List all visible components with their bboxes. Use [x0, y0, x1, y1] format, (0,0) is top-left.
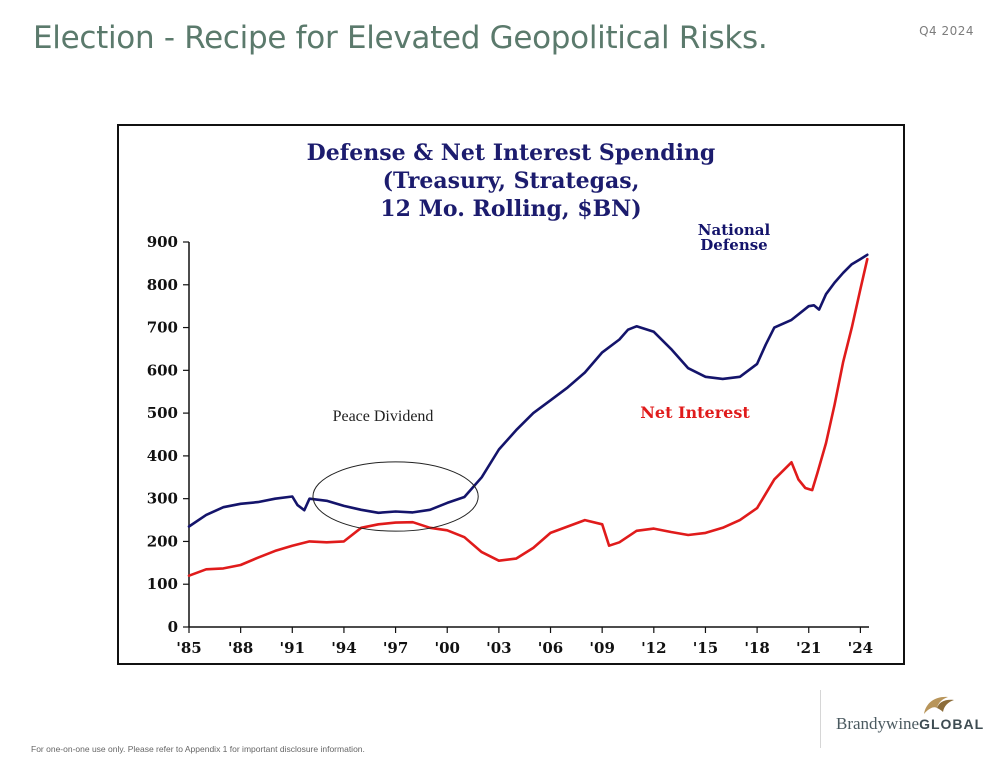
peace-dividend-ellipse [312, 461, 479, 532]
y-tick-label: 500 [147, 404, 178, 422]
x-tick-label: '09 [589, 639, 614, 657]
x-tick-label: '06 [538, 639, 563, 657]
x-tick-label: '18 [744, 639, 769, 657]
quarter-label: Q4 2024 [919, 24, 974, 38]
y-tick-label: 0 [168, 618, 178, 636]
legend-net-interest: Net Interest [640, 403, 750, 422]
x-tick-label: '88 [228, 639, 253, 657]
chart-title-line-1: Defense & Net Interest Spending [307, 140, 716, 166]
y-tick-label: 800 [147, 276, 178, 294]
chart-axes: 0 100 200 300 400 500 600 700 800 900 '85 '88 '91 '94… [147, 233, 873, 657]
chart-title: Defense & Net Interest Spending (Treasur… [307, 140, 716, 222]
chart-container: Defense & Net Interest Spending (Treasur… [117, 124, 905, 665]
x-tick-label: '03 [486, 639, 511, 657]
y-tick-label: 200 [147, 532, 178, 550]
brand-wordmark: BrandywineGLOBAL [836, 714, 984, 734]
brand-bold: GLOBAL [919, 716, 985, 732]
chart-labels: National Defense Net Interest Peace Divi… [333, 221, 771, 425]
legend-national-defense-line-2: Defense [700, 236, 767, 254]
x-tick-label: '12 [641, 639, 666, 657]
series-line-national-defense [187, 253, 869, 528]
chart-title-line-2: (Treasury, Strategas, [383, 168, 640, 194]
annotation-peace-dividend: Peace Dividend [333, 408, 434, 425]
brand-light: Brandywine [836, 714, 920, 733]
slide-title: Election - Recipe for Elevated Geopoliti… [33, 20, 768, 56]
x-tick-label: '15 [693, 639, 718, 657]
y-tick-label: 100 [147, 575, 178, 593]
x-tick-label: '00 [434, 639, 459, 657]
legend-national-defense-line-1: National [698, 221, 771, 239]
y-tick-label: 400 [147, 447, 178, 465]
x-tick-label: '97 [383, 639, 408, 657]
x-tick-label: '21 [796, 639, 821, 657]
series-line-net-interest [187, 257, 869, 577]
x-tick-label: '94 [331, 639, 356, 657]
chart-svg: Defense & Net Interest Spending (Treasur… [147, 140, 873, 657]
x-tick-label: '85 [176, 639, 201, 657]
y-tick-label: 900 [147, 233, 178, 251]
x-tick-label: '24 [848, 639, 873, 657]
y-tick-label: 700 [147, 319, 178, 337]
y-tick-label: 300 [147, 490, 178, 508]
brandywine-logo-icon [924, 696, 954, 714]
chart-title-line-3: 12 Mo. Rolling, $BN) [380, 196, 641, 222]
y-tick-label: 600 [147, 361, 178, 379]
x-tick-label: '91 [280, 639, 305, 657]
chart-series [187, 253, 869, 577]
brand-divider [820, 690, 821, 748]
disclaimer-text: For one-on-one use only. Please refer to… [31, 744, 365, 754]
